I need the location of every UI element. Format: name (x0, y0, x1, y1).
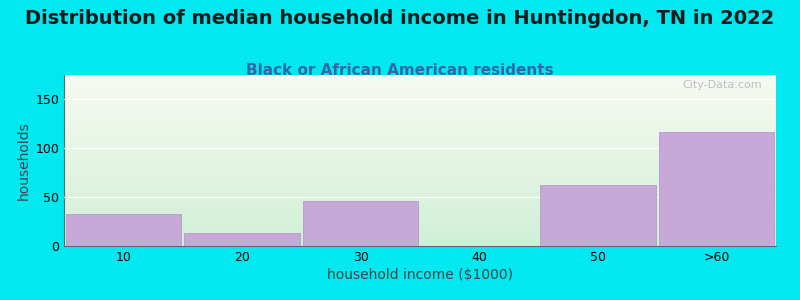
Bar (66, 214, 181, 246)
Y-axis label: households: households (17, 121, 31, 200)
Text: City-Data.com: City-Data.com (682, 80, 762, 90)
Text: Distribution of median household income in Huntingdon, TN in 2022: Distribution of median household income … (26, 9, 774, 28)
Bar (659, 132, 774, 246)
Bar (303, 201, 418, 246)
Bar (541, 185, 655, 246)
X-axis label: household income ($1000): household income ($1000) (327, 268, 513, 282)
Text: Black or African American residents: Black or African American residents (246, 63, 554, 78)
Bar (185, 233, 299, 246)
